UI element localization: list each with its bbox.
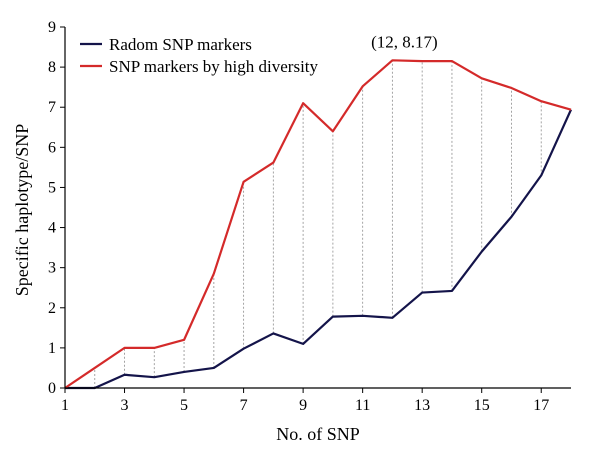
x-tick-label: 1: [61, 397, 69, 414]
legend-label-high-diversity: SNP markers by high diversity: [109, 57, 319, 76]
x-ticks: 1 3 5 7 9 11 13 15 17: [61, 388, 549, 414]
y-tick-label: 9: [48, 19, 56, 36]
x-tick-label: 15: [474, 397, 490, 414]
x-tick-label: 9: [299, 397, 307, 414]
y-tick-label: 7: [48, 99, 56, 116]
series-line-random: [65, 109, 573, 390]
legend-label-random: Radom SNP markers: [109, 35, 252, 54]
y-tick-label: 2: [48, 300, 56, 317]
y-tick-label: 1: [48, 340, 56, 357]
max-point-annotation: (12, 8.17): [371, 32, 438, 51]
x-tick-label: 11: [355, 397, 370, 414]
y-axis-title: Specific haplotype/SNP: [12, 124, 32, 296]
connector-lines: [94, 60, 542, 388]
x-tick-label: 17: [533, 397, 549, 414]
y-tick-label: 5: [48, 179, 56, 196]
y-tick-label: 6: [48, 139, 56, 156]
x-tick-label: 3: [121, 397, 129, 414]
y-tick-label: 8: [48, 59, 56, 76]
y-tick-label: 0: [48, 380, 56, 397]
x-axis-title: No. of SNP: [276, 424, 360, 444]
legend: Radom SNP markers SNP markers by high di…: [80, 35, 319, 76]
x-tick-label: 7: [240, 397, 248, 414]
axes: [64, 27, 571, 389]
y-tick-label: 3: [48, 260, 56, 277]
series-lines: [64, 59, 573, 390]
series-line-high-diversity: [64, 59, 572, 389]
y-tick-label: 4: [48, 220, 56, 237]
x-tick-label: 13: [414, 397, 430, 414]
y-ticks: 0 1 2 3 4 5 6 7 8 9: [48, 19, 65, 397]
x-tick-label: 5: [180, 397, 188, 414]
